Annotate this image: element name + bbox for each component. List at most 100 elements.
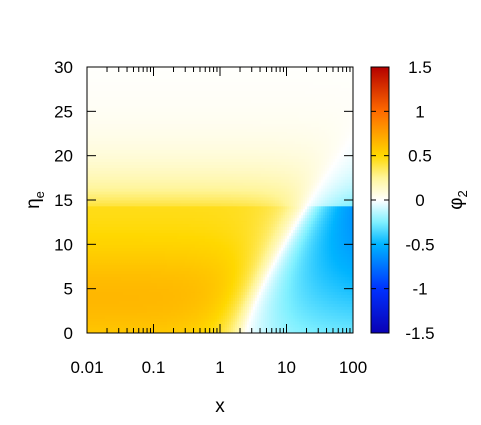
heatmap-cell [135, 194, 138, 198]
heatmap-cell [131, 185, 134, 189]
heatmap-cell [101, 300, 104, 304]
heatmap-cell [91, 217, 94, 222]
heatmap-cell [131, 256, 134, 260]
heatmap-cell [87, 300, 90, 304]
heatmap-cell [97, 217, 100, 222]
heatmap-cell [133, 244, 136, 248]
heatmap-cell [111, 291, 114, 295]
heatmap-cell [97, 285, 100, 290]
heatmap-cell [143, 232, 146, 236]
heatmap-cell [127, 200, 130, 204]
heatmap-cell [119, 67, 122, 71]
heatmap-cell [115, 253, 118, 257]
heatmap-cell [135, 200, 138, 204]
heatmap-cell [109, 327, 112, 331]
heatmap-cell [143, 285, 146, 290]
heatmap-cell [105, 330, 108, 334]
heatmap-cell [135, 140, 138, 145]
heatmap-cell [101, 67, 104, 71]
heatmap-cell [113, 158, 116, 162]
heatmap-cell [99, 217, 102, 222]
heatmap-cell [105, 111, 108, 115]
heatmap-cell [89, 179, 92, 183]
heatmap-cell [109, 123, 112, 127]
heatmap-cell [103, 167, 106, 171]
heatmap-cell [125, 69, 128, 74]
heatmap-cell [97, 99, 100, 103]
heatmap-cell [95, 220, 98, 225]
heatmap-cell [119, 96, 122, 100]
heatmap-cell [123, 78, 126, 83]
heatmap-cell [129, 78, 132, 83]
heatmap-cell [89, 137, 92, 142]
heatmap-cell [135, 238, 138, 242]
heatmap-cell [123, 102, 126, 106]
heatmap-cell [113, 256, 116, 260]
heatmap-cell [137, 114, 140, 118]
heatmap-cell [107, 273, 110, 278]
heatmap-cell [107, 108, 110, 112]
heatmap-cell [131, 182, 134, 186]
heatmap-cell [113, 120, 116, 124]
heatmap-cell [89, 146, 92, 151]
heatmap-cell [91, 84, 94, 89]
heatmap-cell [97, 67, 100, 71]
heatmap-cell [107, 99, 110, 103]
heatmap-cell [141, 75, 144, 80]
heatmap-cell [101, 238, 104, 242]
heatmap-cell [133, 69, 136, 74]
heatmap-cell [137, 250, 140, 254]
heatmap-cell [95, 188, 98, 192]
heatmap-cell [95, 69, 98, 74]
heatmap-cell [131, 321, 134, 325]
heatmap-cell [105, 164, 108, 168]
heatmap-cell [99, 312, 102, 316]
heatmap-cell [141, 170, 144, 174]
heatmap-cell [113, 146, 116, 151]
heatmap-cell [137, 324, 140, 328]
heatmap-cell [91, 108, 94, 112]
heatmap-cell [119, 312, 122, 316]
heatmap-cell [99, 211, 102, 216]
heatmap-cell [119, 170, 122, 174]
heatmap-cell [129, 232, 132, 236]
heatmap-cell [101, 194, 104, 198]
heatmap-cell [131, 143, 134, 148]
heatmap-cell [91, 87, 94, 92]
heatmap-cell [129, 69, 132, 74]
heatmap-cell [139, 99, 142, 103]
heatmap-cell [103, 140, 106, 145]
heatmap-cell [143, 229, 146, 233]
heatmap-cell [141, 303, 144, 307]
heatmap-cell [109, 259, 112, 263]
heatmap-cell [141, 297, 144, 301]
heatmap-cell [137, 188, 140, 192]
heatmap-cell [103, 303, 106, 307]
heatmap-cell [99, 321, 102, 325]
heatmap-cell [95, 327, 98, 331]
heatmap-cell [89, 256, 92, 260]
heatmap-cell [129, 158, 132, 162]
heatmap-cell [93, 327, 96, 331]
heatmap-cell [89, 276, 92, 281]
heatmap-cell [139, 105, 142, 109]
heatmap-cell [99, 259, 102, 263]
heatmap-cell [101, 126, 104, 130]
heatmap-cell [105, 321, 108, 325]
heatmap-cell [109, 69, 112, 74]
heatmap-cell [107, 226, 110, 230]
heatmap-cell [111, 232, 114, 236]
heatmap-cell [123, 330, 126, 334]
heatmap-cell [87, 330, 90, 334]
heatmap-cell [89, 78, 92, 83]
heatmap-cell [103, 244, 106, 248]
heatmap-cell [135, 170, 138, 174]
heatmap-cell [103, 220, 106, 225]
heatmap-cell [87, 114, 90, 118]
heatmap-cell [129, 265, 132, 269]
heatmap-cell [103, 312, 106, 316]
heatmap-cell [107, 170, 110, 174]
heatmap-cell [97, 244, 100, 248]
heatmap-cell [111, 185, 114, 189]
heatmap-cell [105, 279, 108, 284]
